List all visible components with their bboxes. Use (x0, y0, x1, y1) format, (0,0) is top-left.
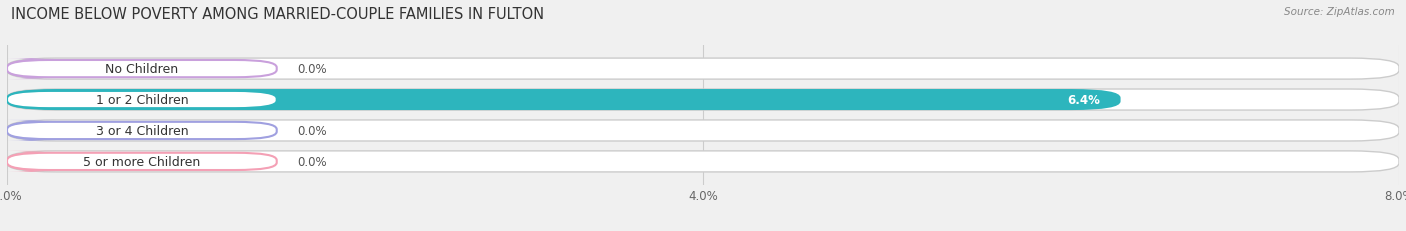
FancyBboxPatch shape (7, 151, 1399, 172)
FancyBboxPatch shape (7, 153, 277, 170)
Text: 0.0%: 0.0% (298, 63, 328, 76)
Text: 0.0%: 0.0% (298, 125, 328, 137)
FancyBboxPatch shape (7, 59, 1399, 80)
FancyBboxPatch shape (7, 151, 56, 172)
Text: Source: ZipAtlas.com: Source: ZipAtlas.com (1284, 7, 1395, 17)
Text: INCOME BELOW POVERTY AMONG MARRIED-COUPLE FAMILIES IN FULTON: INCOME BELOW POVERTY AMONG MARRIED-COUPL… (11, 7, 544, 22)
Text: 6.4%: 6.4% (1067, 94, 1099, 106)
FancyBboxPatch shape (7, 90, 1399, 111)
FancyBboxPatch shape (7, 59, 56, 80)
FancyBboxPatch shape (7, 120, 56, 141)
FancyBboxPatch shape (7, 120, 1399, 141)
Text: No Children: No Children (105, 63, 179, 76)
FancyBboxPatch shape (7, 61, 277, 78)
Text: 0.0%: 0.0% (298, 155, 328, 168)
FancyBboxPatch shape (7, 122, 277, 140)
FancyBboxPatch shape (7, 91, 277, 109)
Text: 1 or 2 Children: 1 or 2 Children (96, 94, 188, 106)
Text: 3 or 4 Children: 3 or 4 Children (96, 125, 188, 137)
FancyBboxPatch shape (7, 90, 1121, 111)
Text: 5 or more Children: 5 or more Children (83, 155, 201, 168)
